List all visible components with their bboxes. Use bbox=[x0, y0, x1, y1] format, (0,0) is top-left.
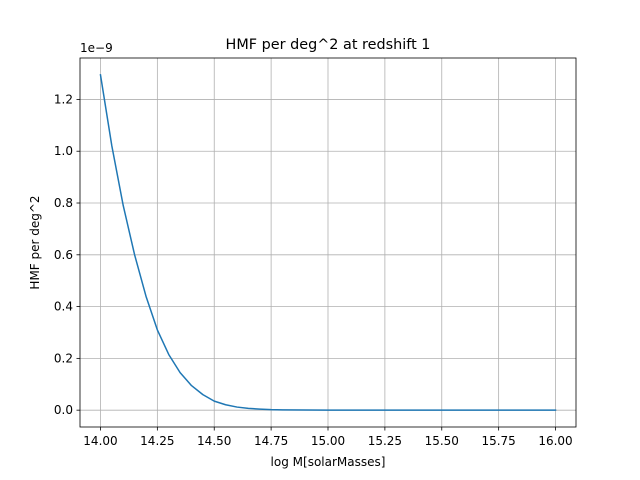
x-tick-label: 15.50 bbox=[425, 434, 459, 448]
x-axis-label: log M[solarMasses] bbox=[271, 455, 386, 469]
grid-lines bbox=[80, 58, 576, 427]
x-tick-label: 15.25 bbox=[368, 434, 402, 448]
y-tick-label: 1.2 bbox=[54, 92, 73, 106]
x-tick-label: 14.00 bbox=[83, 434, 117, 448]
y-axis-label: HMF per deg^2 bbox=[28, 195, 42, 289]
x-tick-label: 15.00 bbox=[311, 434, 345, 448]
y-ticks: 0.0 0.2 0.4 0.6 0.8 1.0 1.2 bbox=[54, 92, 80, 417]
x-tick-label: 14.25 bbox=[140, 434, 174, 448]
chart-title: HMF per deg^2 at redshift 1 bbox=[226, 37, 431, 53]
y-tick-label: 0.4 bbox=[54, 300, 73, 314]
y-tick-label: 1.0 bbox=[54, 144, 73, 158]
x-tick-label: 16.00 bbox=[538, 434, 572, 448]
x-tick-label: 14.50 bbox=[197, 434, 231, 448]
y-tick-label: 0.8 bbox=[54, 196, 73, 210]
y-tick-label: 0.2 bbox=[54, 351, 73, 365]
series-layer bbox=[99, 73, 557, 411]
x-ticks: 14.00 14.25 14.50 14.75 15.00 15.25 15.50 15.75… bbox=[83, 427, 573, 448]
x-tick-label: 15.75 bbox=[481, 434, 515, 448]
x-tick-label: 14.75 bbox=[254, 434, 288, 448]
y-tick-label: 0.6 bbox=[54, 248, 73, 262]
y-offset-label: 1e−9 bbox=[80, 41, 113, 55]
series-line bbox=[99, 73, 557, 411]
y-tick-label: 0.0 bbox=[54, 403, 73, 417]
